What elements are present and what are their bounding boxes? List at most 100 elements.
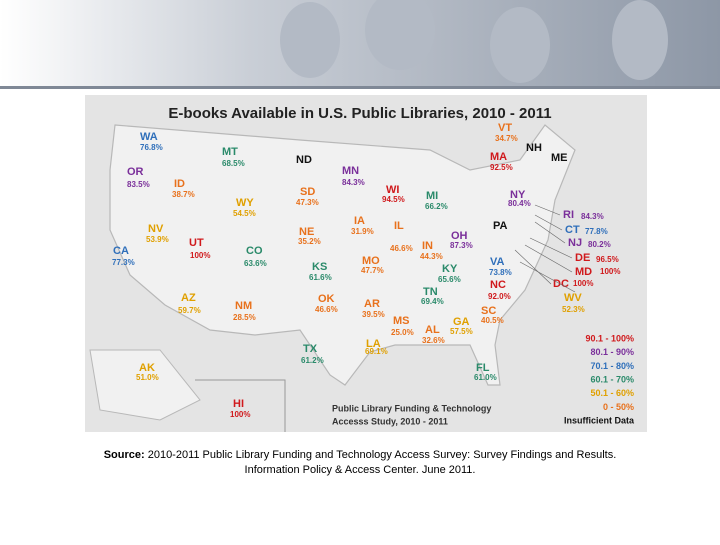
caption: Source: 2010-2011 Public Library Funding… — [104, 449, 617, 461]
state-percent: 80.2% — [588, 240, 611, 249]
state-percent: 35.2% — [298, 237, 321, 246]
credit: Accesss Study, 2010 - 2011 — [332, 416, 448, 426]
state-percent: 57.5% — [450, 327, 473, 336]
credit: Public Library Funding & Technology — [332, 403, 491, 413]
state-label: RI — [563, 209, 574, 221]
state-percent: 51.0% — [136, 373, 159, 382]
state-label: WI — [386, 184, 399, 196]
state-label: PA — [493, 220, 508, 232]
state-percent: 61.0% — [474, 373, 497, 382]
state-percent: 61.2% — [301, 356, 324, 365]
state-percent: 52.3% — [562, 305, 585, 314]
leader-line — [524, 244, 573, 273]
legend-entry: 60.1 - 70% — [590, 374, 634, 384]
state-percent: 46.6% — [315, 305, 338, 314]
legend-entry: 90.1 - 100% — [585, 333, 634, 343]
header-photo — [0, 0, 720, 86]
state-percent: 61.6% — [309, 273, 332, 282]
state-label: DE — [575, 252, 590, 264]
state-label: CT — [565, 224, 580, 236]
state-percent: 65.6% — [438, 275, 461, 284]
state-percent: 34.7% — [495, 134, 518, 143]
state-percent: 40.5% — [481, 316, 504, 325]
state-percent: 54.5% — [233, 209, 256, 218]
state-label: NY — [510, 189, 526, 201]
legend-entry: 0 - 50% — [603, 402, 634, 412]
state-percent: 59.7% — [178, 306, 201, 315]
state-percent: 76.8% — [140, 143, 163, 152]
state-label: AK — [139, 362, 155, 374]
state-percent: 39.5% — [362, 310, 385, 319]
legend-entry: Insufficient Data — [564, 416, 635, 426]
state-label: WY — [236, 197, 254, 209]
state-label: IA — [354, 215, 365, 227]
state-percent: 68.5% — [222, 159, 245, 168]
state-label: WV — [564, 292, 582, 304]
state-label: KY — [442, 263, 458, 275]
state-percent: 77.8% — [585, 227, 608, 236]
source-text: 2010-2011 Public Library Funding and Tec… — [145, 449, 617, 461]
state-label: MS — [393, 315, 410, 327]
leader-line — [534, 221, 566, 244]
state-label: FL — [476, 362, 490, 374]
state-label: LA — [366, 338, 381, 350]
leader-line — [519, 261, 576, 293]
state-percent: 28.5% — [233, 313, 256, 322]
state-label: KS — [312, 261, 327, 273]
state-label: IN — [422, 240, 433, 252]
state-percent: 44.3% — [420, 252, 443, 261]
state-percent: 69.4% — [421, 297, 444, 306]
alaska-outline — [89, 349, 201, 421]
state-label: MO — [362, 255, 380, 267]
state-label: MD — [575, 266, 592, 278]
state-percent: 100% — [573, 279, 593, 288]
state-percent: 47.7% — [361, 266, 384, 275]
legend-entry: 50.1 - 60% — [590, 388, 634, 398]
state-label: CO — [246, 245, 263, 257]
state-label: MI — [426, 190, 438, 202]
map-title: E-books Available in U.S. Public Librari… — [168, 105, 551, 122]
state-percent: 96.5% — [596, 255, 619, 264]
state-percent: 83.5% — [127, 180, 150, 189]
state-percent: 92.5% — [490, 163, 513, 172]
state-label: ND — [296, 154, 312, 166]
state-label: ID — [174, 178, 185, 190]
state-label: VT — [498, 122, 512, 134]
state-label: OK — [318, 293, 335, 305]
state-label: CA — [113, 245, 129, 257]
legend-entry: 70.1 - 80% — [590, 361, 634, 371]
state-percent: 31.9% — [351, 227, 374, 236]
state-label: DC — [553, 278, 569, 290]
state-label: UT — [189, 237, 204, 249]
state-label: MA — [490, 151, 507, 163]
state-percent: 69.1% — [365, 347, 388, 356]
state-label: MT — [222, 146, 238, 158]
state-percent: 100% — [230, 410, 250, 419]
state-percent: 38.7% — [172, 190, 195, 199]
state-label: ME — [551, 152, 568, 164]
state-label: AZ — [181, 292, 196, 304]
state-percent: 32.6% — [422, 336, 445, 345]
state-label: AR — [364, 298, 380, 310]
state-label: OH — [451, 230, 468, 242]
source-label: Source: — [104, 449, 145, 461]
header-rule — [0, 86, 720, 89]
caption: Information Policy & Access Center. June… — [245, 464, 476, 476]
state-label: OR — [127, 166, 144, 178]
state-label: NM — [235, 300, 252, 312]
state-percent: 92.0% — [488, 292, 511, 301]
state-label: TN — [423, 286, 438, 298]
inset-frame — [195, 379, 286, 432]
state-percent: 66.2% — [425, 202, 448, 211]
state-label: IL — [394, 220, 404, 232]
state-percent: 100% — [190, 251, 210, 260]
state-percent: 63.6% — [244, 259, 267, 268]
state-label: NH — [526, 142, 542, 154]
state-label: NJ — [568, 237, 582, 249]
state-label: VA — [490, 256, 505, 268]
state-label: MN — [342, 165, 359, 177]
state-label: TX — [303, 343, 318, 355]
legend-entry: 80.1 - 90% — [590, 347, 634, 357]
state-percent: 47.3% — [296, 198, 319, 207]
